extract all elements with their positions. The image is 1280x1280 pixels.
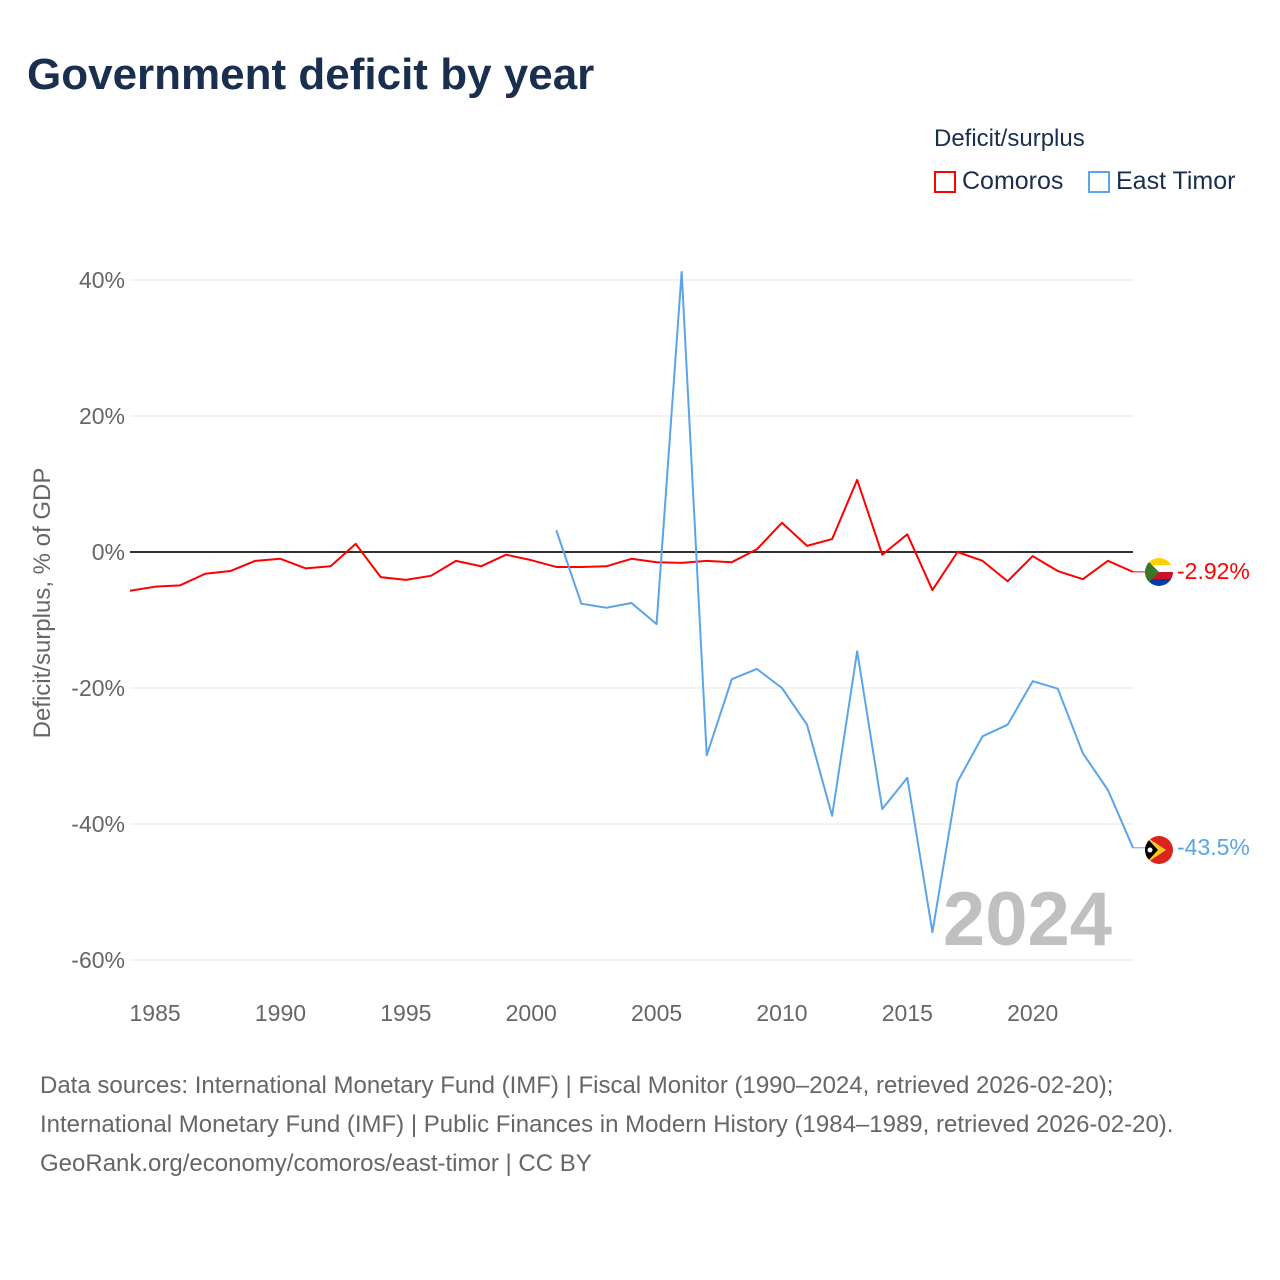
- y-axis-label: Deficit/surplus, % of GDP: [29, 468, 56, 739]
- legend-label: East Timor: [1116, 167, 1236, 195]
- comoros-flag-icon: [1145, 558, 1173, 586]
- legend-swatch: [934, 170, 956, 193]
- year-watermark: 2024: [943, 877, 1112, 962]
- y-tick-label: 20%: [79, 403, 125, 429]
- legend-item-comoros[interactable]: Comoros: [934, 167, 1063, 196]
- y-tick-label: -20%: [71, 675, 125, 701]
- x-tick-label: 2005: [631, 1000, 682, 1026]
- x-tick-label: 2015: [882, 1000, 933, 1026]
- end-value-label: -2.92%: [1177, 558, 1250, 584]
- legend-swatch: [1088, 170, 1110, 193]
- end-value-label: -43.5%: [1177, 834, 1250, 860]
- east-timor-flag-icon: [1145, 836, 1173, 864]
- y-tick-label: -40%: [71, 811, 125, 837]
- y-tick-label: 0%: [92, 539, 125, 565]
- series-line-comoros: [129, 478, 1134, 592]
- series-line-east-timor: [555, 270, 1134, 934]
- y-tick-label: 40%: [79, 267, 125, 293]
- x-tick-label: 2020: [1007, 1000, 1058, 1026]
- x-tick-label: 1990: [255, 1000, 306, 1026]
- x-tick-label: 2000: [506, 1000, 557, 1026]
- data-sources: Data sources: International Monetary Fun…: [40, 1072, 1174, 1138]
- legend-title: Deficit/surplus: [934, 125, 1085, 152]
- x-tick-label: 2010: [756, 1000, 807, 1026]
- credit-link[interactable]: GeoRank.org/economy/comoros/east-timor |…: [40, 1150, 592, 1177]
- x-tick-label: 1985: [129, 1000, 180, 1026]
- legend-label: Comoros: [962, 167, 1064, 195]
- y-tick-label: -60%: [71, 947, 125, 973]
- chart-title: Government deficit by year: [27, 50, 595, 99]
- x-tick-label: 1995: [380, 1000, 431, 1026]
- legend-item-east-timor[interactable]: East Timor: [1088, 167, 1235, 196]
- footer: Data sources: International Monetary Fun…: [40, 1066, 1240, 1183]
